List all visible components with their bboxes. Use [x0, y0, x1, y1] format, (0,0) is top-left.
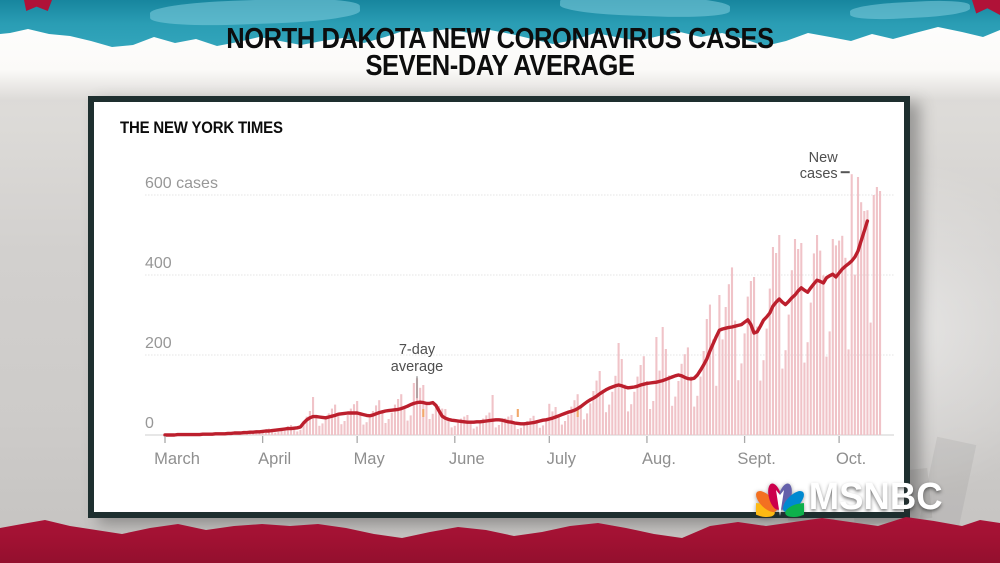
x-tick-label: May — [354, 450, 386, 468]
x-tick-label: July — [547, 450, 577, 468]
avg-line — [163, 219, 870, 437]
x-axis: March April May June July Aug. Sept. Oct. — [154, 436, 866, 468]
x-tick-label: Oct. — [836, 450, 866, 468]
torn-paper-band-bottom — [0, 517, 1000, 563]
x-tick-label: March — [154, 450, 200, 468]
torn-paper-red-scrap — [24, 0, 52, 11]
svg-text:New: New — [809, 150, 839, 166]
peacock-feather — [756, 490, 778, 512]
headline-line2: SEVEN-DAY AVERAGE — [365, 50, 635, 82]
y-tick-label: 200 — [145, 335, 172, 352]
cases-chart: 0 200 400 600 cases March April May June July Aug… — [145, 150, 894, 468]
svg-text:average: average — [391, 359, 443, 375]
peacock-feather — [785, 502, 804, 517]
msnbc-logo: MSNBC — [756, 476, 945, 519]
peacock-body — [776, 489, 784, 516]
x-tick-label: Sept. — [737, 450, 776, 468]
svg-text:7-day: 7-day — [399, 342, 436, 358]
msnbc-wordmark: MSNBC — [808, 476, 943, 518]
nbc-peacock-icon — [756, 483, 804, 517]
headline-line1: NORTH DAKOTA NEW CORONAVIRUS CASES — [226, 23, 774, 55]
chart-card: THE NEW YORK TIMES 0 200 400 600 cases March… — [88, 96, 910, 518]
headline: NORTH DAKOTA NEW CORONAVIRUS CASES SEVEN… — [60, 23, 940, 82]
torn-paper-highlight — [849, 0, 971, 22]
x-tick-label: Aug. — [642, 450, 676, 468]
source-label: THE NEW YORK TIMES — [120, 118, 283, 137]
new-cases-bars — [176, 174, 882, 435]
anomaly-marks — [422, 409, 579, 417]
x-tick-label: June — [449, 450, 485, 468]
torn-paper-red-scrap — [972, 0, 1000, 15]
y-tick-label: 600 cases — [145, 175, 218, 192]
peacock-feather — [782, 490, 804, 512]
y-tick-label: 0 — [145, 415, 154, 432]
x-tick-label: April — [258, 450, 291, 468]
torn-paper-highlight — [559, 0, 731, 19]
svg-text:cases: cases — [800, 166, 838, 182]
y-axis-labels: 0 200 400 600 cases — [145, 175, 218, 432]
y-tick-label: 400 — [145, 255, 172, 272]
